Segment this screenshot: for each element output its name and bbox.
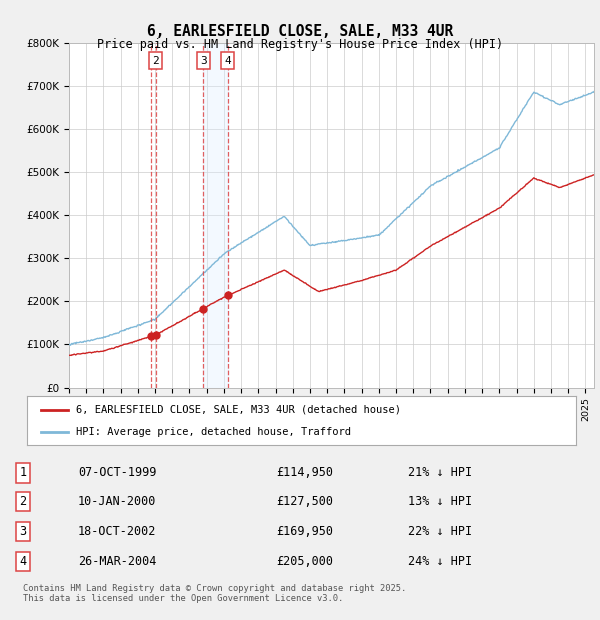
- Text: 22% ↓ HPI: 22% ↓ HPI: [408, 525, 472, 538]
- Text: 3: 3: [19, 525, 26, 538]
- Text: 4: 4: [19, 555, 26, 568]
- Text: 18-OCT-2002: 18-OCT-2002: [78, 525, 157, 538]
- Text: 21% ↓ HPI: 21% ↓ HPI: [408, 466, 472, 479]
- Text: £127,500: £127,500: [276, 495, 333, 508]
- Text: HPI: Average price, detached house, Trafford: HPI: Average price, detached house, Traf…: [76, 427, 352, 438]
- Text: Contains HM Land Registry data © Crown copyright and database right 2025.
This d: Contains HM Land Registry data © Crown c…: [23, 584, 406, 603]
- Text: 24% ↓ HPI: 24% ↓ HPI: [408, 555, 472, 568]
- Text: 10-JAN-2000: 10-JAN-2000: [78, 495, 157, 508]
- Text: 07-OCT-1999: 07-OCT-1999: [78, 466, 157, 479]
- Bar: [203, 43, 228, 388]
- Text: 2: 2: [152, 56, 159, 66]
- Text: Price paid vs. HM Land Registry's House Price Index (HPI): Price paid vs. HM Land Registry's House …: [97, 38, 503, 51]
- Text: 6, EARLESFIELD CLOSE, SALE, M33 4UR (detached house): 6, EARLESFIELD CLOSE, SALE, M33 4UR (det…: [76, 405, 401, 415]
- Text: 13% ↓ HPI: 13% ↓ HPI: [408, 495, 472, 508]
- Text: 3: 3: [200, 56, 206, 66]
- Text: £169,950: £169,950: [276, 525, 333, 538]
- Text: 6, EARLESFIELD CLOSE, SALE, M33 4UR: 6, EARLESFIELD CLOSE, SALE, M33 4UR: [147, 24, 453, 38]
- Text: 4: 4: [224, 56, 231, 66]
- Text: 2: 2: [19, 495, 26, 508]
- Text: £114,950: £114,950: [276, 466, 333, 479]
- Text: 26-MAR-2004: 26-MAR-2004: [78, 555, 157, 568]
- Text: 1: 1: [19, 466, 26, 479]
- Text: £205,000: £205,000: [276, 555, 333, 568]
